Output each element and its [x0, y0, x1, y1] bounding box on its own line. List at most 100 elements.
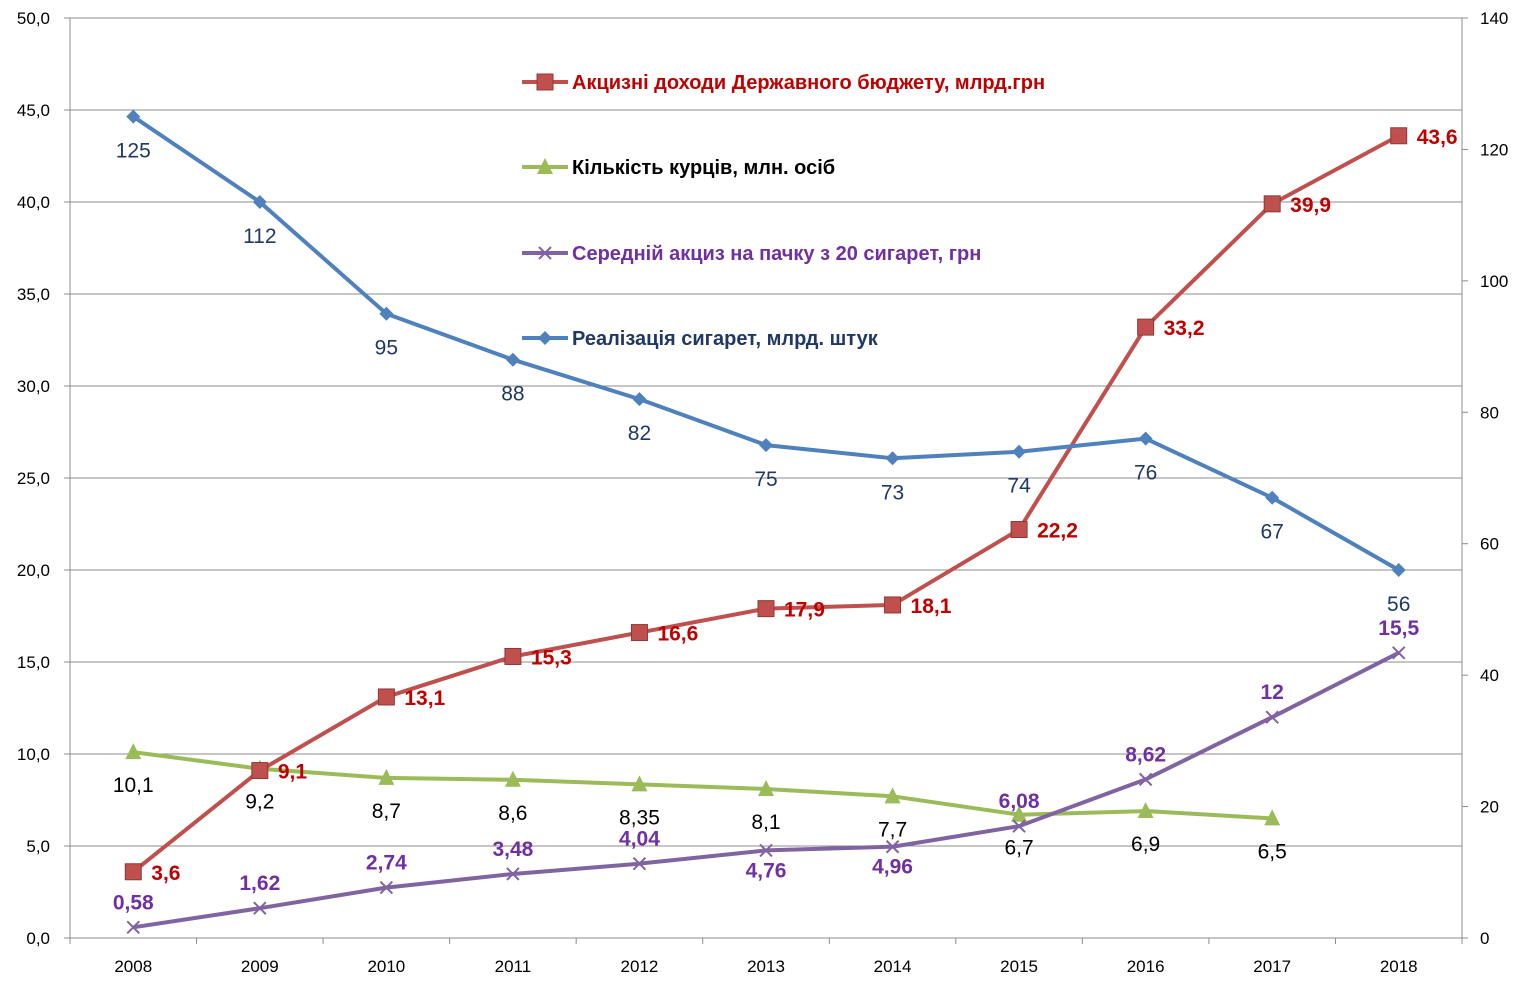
- data-label: 13,1: [404, 687, 445, 710]
- data-point: [759, 438, 773, 453]
- data-point: [124, 863, 142, 881]
- data-point: [884, 787, 901, 804]
- data-label: 1,62: [239, 872, 280, 895]
- data-point: [630, 624, 648, 642]
- left-tick-label: 30,0: [17, 377, 50, 396]
- data-point: [632, 392, 647, 407]
- data-label: 0,58: [113, 891, 154, 914]
- data-point: [759, 843, 773, 858]
- data-point: [379, 880, 394, 895]
- data-label: 6,9: [1131, 833, 1160, 856]
- data-label: 7,7: [878, 818, 907, 841]
- data-label: 8,7: [372, 800, 401, 823]
- data-point: [379, 306, 394, 321]
- legend-marker-stroke: [538, 246, 552, 260]
- legend-marker: [538, 246, 552, 260]
- data-label: 2,74: [366, 852, 407, 875]
- data-label: 6,7: [1004, 837, 1033, 860]
- legend: Акцизні доходи Державного бюджету, млрд.…: [522, 72, 1045, 350]
- data-point-stroke: [632, 856, 647, 871]
- data-point: [252, 195, 267, 209]
- data-point: [1392, 646, 1406, 660]
- left-tick-label: 25,0: [17, 469, 50, 488]
- x-tick-label: 2018: [1380, 957, 1418, 976]
- data-label: 95: [375, 337, 398, 360]
- data-label: 10,1: [113, 774, 154, 797]
- x-tick-label: 2012: [621, 957, 659, 976]
- left-tick-label: 5,0: [26, 837, 50, 856]
- left-tick-label: 0,0: [26, 929, 50, 948]
- data-point: [1010, 521, 1028, 539]
- data-point: [504, 647, 522, 665]
- gridlines: [70, 17, 1462, 939]
- data-label: 6,08: [999, 790, 1040, 813]
- data-point: [758, 779, 774, 796]
- right-tick-label: 40: [1480, 666, 1499, 685]
- data-label: 16,6: [657, 623, 698, 646]
- data-label: 15,5: [1378, 617, 1419, 640]
- series-markers: [124, 109, 1408, 935]
- legend-label: Кількість курців, млн. осіб: [572, 157, 835, 179]
- right-axis-ticks: 0 20 40 60 80 100 120 140: [1462, 9, 1508, 948]
- data-point-stroke: [253, 901, 267, 915]
- data-point: [757, 600, 775, 618]
- data-point: [1138, 431, 1153, 446]
- data-point: [1264, 809, 1281, 826]
- left-tick-label: 45,0: [17, 101, 50, 120]
- x-tick-label: 2008: [114, 957, 152, 976]
- left-tick-label: 40,0: [17, 193, 50, 212]
- data-label: 17,9: [784, 599, 825, 622]
- data-point-stroke: [759, 843, 773, 858]
- data-label: 8,62: [1125, 743, 1166, 766]
- data-label: 3,6: [151, 862, 180, 885]
- data-point: [1138, 772, 1153, 787]
- data-point: [1391, 563, 1406, 577]
- data-point: [505, 352, 520, 367]
- left-tick-label: 15,0: [17, 653, 50, 672]
- data-label: 12: [1261, 681, 1284, 704]
- right-tick-label: 100: [1480, 272, 1508, 291]
- data-label: 22,2: [1037, 520, 1078, 543]
- data-point: [125, 743, 142, 760]
- data-point-stroke: [1265, 710, 1279, 724]
- data-label: 4,96: [872, 856, 913, 879]
- data-point: [253, 901, 267, 915]
- data-label: 15,3: [531, 646, 572, 669]
- data-label: 18,1: [911, 595, 952, 618]
- data-point: [632, 856, 647, 871]
- left-tick-label: 35,0: [17, 285, 50, 304]
- data-point: [631, 775, 648, 792]
- legend-label: Акцизні доходи Державного бюджету, млрд.…: [572, 72, 1045, 94]
- legend-item: Акцизні доходи Державного бюджету, млрд.…: [522, 72, 1045, 94]
- legend-item: Середній акциз на пачку з 20 сигарет, гр…: [522, 243, 981, 265]
- right-tick-label: 80: [1480, 403, 1499, 422]
- data-point-stroke: [126, 920, 140, 935]
- legend-marker: [536, 73, 554, 91]
- right-tick-label: 120: [1480, 140, 1508, 159]
- right-tick-label: 60: [1480, 535, 1499, 554]
- legend-item: Реалізація сигарет, млрд. штук: [522, 328, 879, 350]
- data-point: [1012, 819, 1026, 833]
- x-tick-label: 2016: [1127, 957, 1165, 976]
- data-label: 33,2: [1164, 317, 1205, 340]
- data-point: [1265, 490, 1280, 505]
- data-point: [377, 688, 395, 706]
- series-line: [133, 750, 1273, 821]
- data-point-stroke: [1138, 772, 1153, 787]
- legend-marker: [537, 158, 553, 174]
- data-label: 76: [1134, 462, 1157, 485]
- data-point: [126, 920, 140, 935]
- left-tick-label: 20,0: [17, 561, 50, 580]
- legend-label: Середній акциз на пачку з 20 сигарет, гр…: [572, 243, 981, 265]
- data-label: 73: [881, 481, 904, 504]
- data-label: 39,9: [1290, 194, 1331, 217]
- right-tick-label: 0: [1480, 929, 1489, 948]
- legend-marker: [538, 331, 552, 345]
- data-point: [1011, 805, 1028, 822]
- x-tick-label: 2014: [874, 957, 912, 976]
- data-label: 82: [628, 422, 651, 445]
- x-axis-ticks: 2008 2009 2010 2011 2012 2013 2014 2015 2016 2017…: [69, 938, 1463, 976]
- data-label: 8,1: [751, 811, 780, 834]
- data-point-stroke: [885, 840, 900, 854]
- left-tick-label: 10,0: [17, 745, 50, 764]
